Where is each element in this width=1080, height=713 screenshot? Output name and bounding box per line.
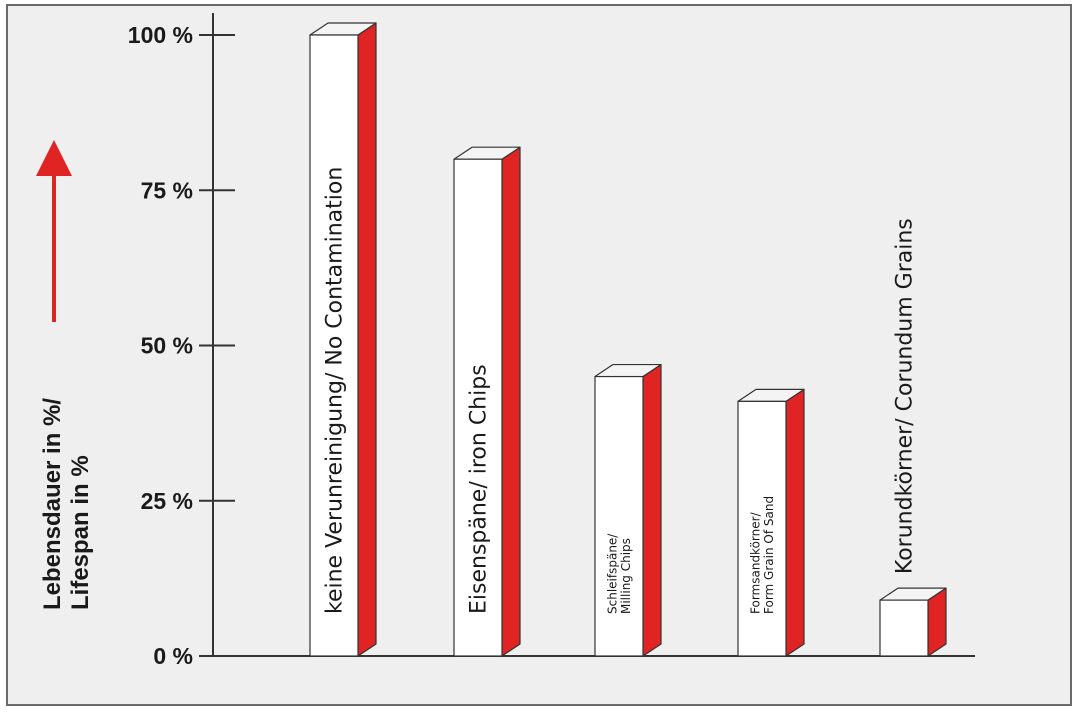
bar-category-label: keine Verunreinigung/ No Contamination — [323, 167, 348, 614]
up-arrow-icon — [36, 140, 72, 176]
bar-category-label-line: Milling Chips — [619, 538, 633, 614]
bar: Korundkörner/ Corundum Grains — [879, 218, 947, 657]
chart-frame — [6, 4, 1072, 706]
bar-category-label-line: Formsandkörner/ — [748, 511, 762, 614]
bar-category-label-line: Form Grain Of Sand — [762, 496, 776, 614]
bar-category-label-line: keine Verunreinigung/ No Contamination — [323, 167, 348, 614]
bar: Schleifspäne/Milling Chips — [594, 363, 662, 657]
bar-front — [309, 34, 359, 657]
bar-side — [501, 146, 521, 657]
bar-front — [453, 158, 503, 657]
bar-category-label-line: Schleifspäne/ — [605, 533, 619, 614]
bar-side — [785, 388, 805, 657]
bar: Formsandkörner/Form Grain Of Sand — [737, 388, 805, 657]
y-axis-title-line: Lifespan in % — [67, 455, 94, 610]
bar-front — [737, 400, 787, 657]
bar-side — [642, 363, 662, 657]
bar-side — [357, 22, 377, 657]
bar-category-label: Eisenspäne/ iron Chips — [467, 364, 492, 614]
bar: Eisenspäne/ iron Chips — [453, 146, 521, 657]
bars: keine Verunreinigung/ No Contamination Ei… — [309, 22, 947, 657]
bar-category-label-line: Eisenspäne/ iron Chips — [467, 364, 492, 614]
bar-category-label: Schleifspäne/Milling Chips — [605, 533, 633, 614]
y-axis-title-text: Lebensdauer in %/Lifespan in % — [39, 398, 94, 610]
y-ticks: 0 % 25 % 50 % 75 % 100 % — [128, 22, 235, 669]
bar-category-label: Korundkörner/ Corundum Grains — [893, 218, 918, 574]
bar-front — [594, 375, 644, 657]
bar-category-label-line: Korundkörner/ Corundum Grains — [893, 218, 918, 574]
bar: keine Verunreinigung/ No Contamination — [309, 22, 377, 657]
y-tick-label: 25 % — [141, 488, 193, 514]
y-tick-label: 50 % — [141, 333, 193, 359]
bar-category-label: Formsandkörner/Form Grain Of Sand — [748, 496, 776, 614]
bar-front — [879, 599, 929, 657]
y-axis-title: Lebensdauer in %/Lifespan in % — [36, 140, 94, 610]
y-axis-title-line: Lebensdauer in %/ — [39, 398, 66, 610]
y-tick-label: 75 % — [141, 177, 193, 203]
y-tick-label: 100 % — [128, 22, 193, 48]
y-tick-label: 0 % — [153, 643, 193, 669]
